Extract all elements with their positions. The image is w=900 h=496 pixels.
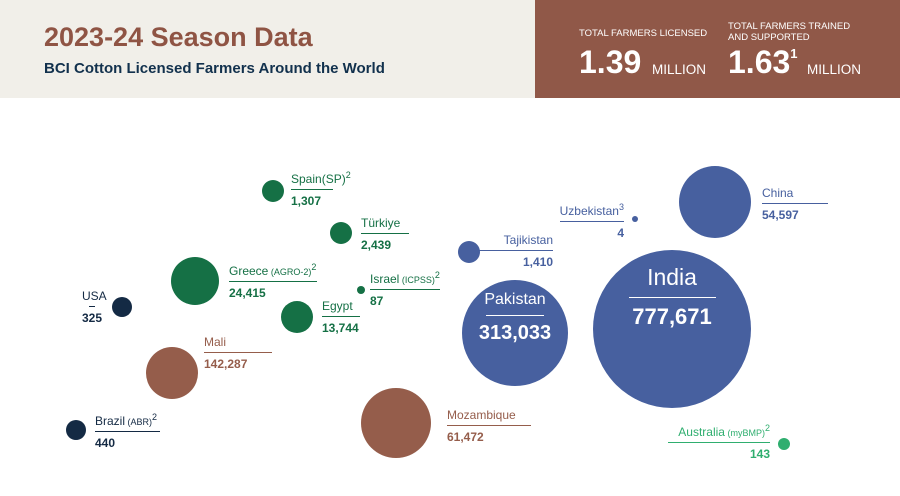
stat-trained-unit: MILLION xyxy=(807,62,862,77)
page-subtitle: BCI Cotton Licensed Farmers Around the W… xyxy=(44,60,385,77)
label-china: China 54,597 xyxy=(762,186,828,222)
label-value-china: 54,597 xyxy=(762,208,799,222)
label-value-brazil: 440 xyxy=(95,436,116,450)
bubble-mali xyxy=(146,347,198,399)
label-rule-tajikistan xyxy=(465,250,553,251)
label-name-t-rkiye: Türkiye xyxy=(361,216,401,230)
label-value-greece: 24,415 xyxy=(229,286,266,300)
label-name-pakistan: Pakistan xyxy=(484,291,546,308)
label-rule-mozambique xyxy=(447,425,531,426)
label-value-spain-sp: 1,307 xyxy=(291,194,322,208)
header-left-panel: 2023-24 Season Data BCI Cotton Licensed … xyxy=(0,0,535,98)
label-rule-china xyxy=(762,203,828,204)
stat-trained-number: 1.63 xyxy=(728,44,791,80)
label-value-egypt: 13,744 xyxy=(322,321,359,335)
label-value-israel: 87 xyxy=(370,294,384,308)
label-rule-india xyxy=(628,297,716,298)
stat-licensed-value: 1.39 xyxy=(579,44,642,80)
label-value-t-rkiye: 2,439 xyxy=(361,238,392,252)
label-pakistan: Pakistan 313,033 xyxy=(462,291,568,345)
label-uzbekistan: Uzbekistan3 4 xyxy=(560,202,624,240)
bubble-t-rkiye xyxy=(330,222,352,244)
label-name-egypt: Egypt xyxy=(322,299,353,313)
label-rule-pakistan xyxy=(486,315,544,316)
label-name-india: India xyxy=(647,264,697,290)
bubble-egypt xyxy=(281,301,313,333)
label-value-tajikistan: 1,410 xyxy=(522,255,553,269)
label-brazil: Brazil (ABR)2 440 xyxy=(95,412,160,450)
bubble-australia xyxy=(778,438,790,450)
label-israel: Israel (ICPSS)2 87 xyxy=(370,270,440,308)
label-rule-usa xyxy=(89,306,95,307)
label-name-uzbekistan: Uzbekistan3 xyxy=(559,202,624,218)
bubble-israel xyxy=(357,286,365,294)
label-india: India 777,671 xyxy=(593,264,751,330)
label-value-australia: 143 xyxy=(749,447,770,461)
label-name-mozambique: Mozambique xyxy=(447,408,516,422)
label-name-tajikistan: Tajikistan xyxy=(503,233,553,247)
label-rule-uzbekistan xyxy=(560,221,624,222)
label-name-china: China xyxy=(762,186,794,200)
bubble-brazil xyxy=(66,420,86,440)
label-name-australia: Australia (myBMP)2 xyxy=(678,423,770,439)
bubble-pakistan xyxy=(462,280,568,386)
label-rule-greece xyxy=(229,281,317,282)
stat-licensed-unit: MILLION xyxy=(652,62,707,77)
label-value-uzbekistan: 4 xyxy=(617,226,624,240)
bubble-mozambique xyxy=(361,388,431,458)
label-name-israel: Israel (ICPSS)2 xyxy=(370,270,440,286)
label-greece: Greece (AGRO-2)2 24,415 xyxy=(229,262,317,300)
label-rule-israel xyxy=(370,289,440,290)
label-rule-australia xyxy=(668,442,770,443)
label-rule-t-rkiye xyxy=(361,233,409,234)
bubble-greece xyxy=(171,257,219,305)
bubble-india xyxy=(593,250,751,408)
bubble-spain-sp xyxy=(262,180,284,202)
stat-trained-label: TOTAL FARMERS TRAINED AND SUPPORTED xyxy=(728,21,850,43)
label-value-usa: 325 xyxy=(82,311,103,325)
label-t-rkiye: Türkiye 2,439 xyxy=(361,216,409,252)
bubble-tajikistan xyxy=(458,241,480,263)
label-name-greece: Greece (AGRO-2)2 xyxy=(229,262,317,278)
page-title: 2023-24 Season Data xyxy=(44,22,313,52)
stat-trained-value: 1.631 xyxy=(728,44,798,81)
header-stats-panel: TOTAL FARMERS LICENSED 1.39 MILLION TOTA… xyxy=(535,0,900,98)
bubble-china xyxy=(679,166,751,238)
bubble-uzbekistan xyxy=(632,216,638,222)
label-australia: Australia (myBMP)2 143 xyxy=(668,423,770,461)
label-rule-brazil xyxy=(95,431,160,432)
label-mozambique: Mozambique 61,472 xyxy=(447,408,531,444)
label-name-mali: Mali xyxy=(204,335,227,349)
label-tajikistan: Tajikistan 1,410 xyxy=(465,233,553,269)
label-name-brazil: Brazil (ABR)2 xyxy=(95,412,158,428)
label-value-mozambique: 61,472 xyxy=(447,430,484,444)
label-value-mali: 142,287 xyxy=(204,357,248,371)
stat-trained-label-line2: AND SUPPORTED xyxy=(728,32,810,43)
label-value-pakistan: 313,033 xyxy=(478,322,552,344)
stat-licensed-label: TOTAL FARMERS LICENSED xyxy=(579,28,708,39)
label-egypt: Egypt 13,744 xyxy=(322,299,360,335)
label-rule-mali xyxy=(204,352,272,353)
stat-trained-footnote: 1 xyxy=(790,46,798,61)
label-rule-spain-sp xyxy=(291,189,333,190)
label-name-spain-sp: Spain(SP)2 xyxy=(291,170,351,186)
bubble-usa xyxy=(112,297,132,317)
label-usa: USA 325 xyxy=(82,289,107,325)
label-mali: Mali 142,287 xyxy=(204,335,272,371)
label-rule-egypt xyxy=(322,316,360,317)
stat-trained-label-line1: TOTAL FARMERS TRAINED xyxy=(728,21,851,32)
label-spain-sp: Spain(SP)2 1,307 xyxy=(291,170,351,208)
label-name-usa: USA xyxy=(82,289,107,303)
label-value-india: 777,671 xyxy=(632,304,712,329)
